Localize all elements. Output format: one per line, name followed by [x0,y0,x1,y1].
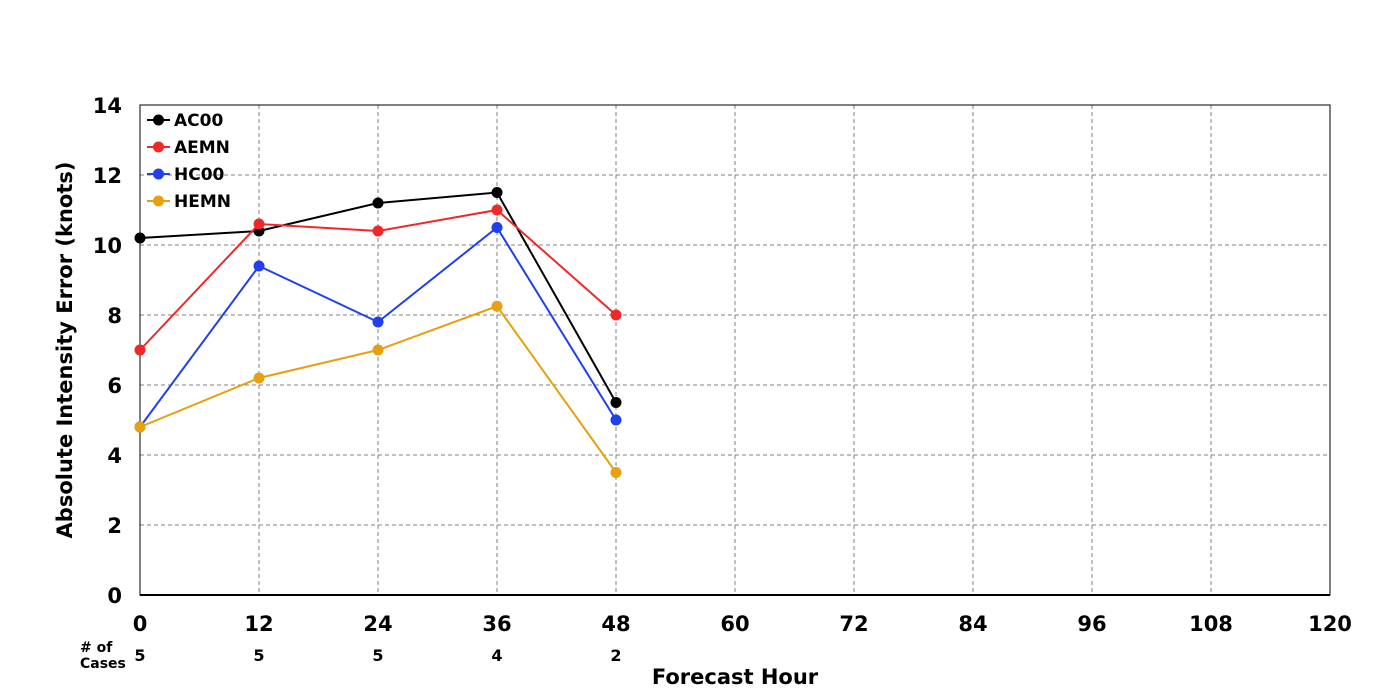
y-tick-label: 0 [107,584,122,608]
data-point-hemn [491,300,503,312]
legend-marker [153,168,164,180]
series-group [134,187,622,478]
y-tick-label: 14 [93,94,122,118]
grid-lines [140,105,1330,595]
data-point-hemn [610,467,622,478]
data-point-hemn [253,372,265,384]
y-tick-label: 10 [93,234,122,258]
x-axis-label: Forecast Hour [652,665,819,689]
x-tick-label: 120 [1308,612,1352,636]
legend-marker [153,114,164,126]
x-tick-label: 60 [720,612,749,636]
y-tick-label: 12 [93,164,122,188]
x-tick-label: 24 [363,612,392,636]
cases-value: 5 [253,646,264,665]
legend-marker [153,141,164,153]
data-point-hc00 [253,260,265,272]
y-axis-label: Absolute Intensity Error (knots) [53,162,77,539]
cases-row: # of Cases 5 5 5 4 2 [80,640,622,672]
x-tick-label: 0 [133,612,148,636]
cases-value: 5 [372,646,383,665]
data-point-ac00 [372,197,384,209]
data-point-aemn [372,225,384,237]
data-point-ac00 [134,232,146,244]
data-point-hc00 [372,316,384,328]
cases-value: 4 [491,646,502,665]
data-point-aemn [610,309,622,321]
cases-label-line2: Cases [80,656,126,672]
x-tick-label: 96 [1077,612,1106,636]
x-tick-label: 36 [482,612,511,636]
legend-label: AC00 [174,111,223,131]
data-point-hc00 [491,222,503,233]
y-tick-label: 6 [107,374,122,398]
cases-value: 2 [610,646,621,665]
y-tick-labels: 0 2 4 6 8 10 12 14 [93,94,122,608]
data-point-aemn [491,204,503,216]
x-tick-label: 84 [958,612,987,636]
x-tick-label: 48 [601,612,630,636]
cases-label-line1: # of [80,640,113,656]
legend: AC00 AEMN HC00 HEMN [147,111,231,212]
data-point-aemn [134,344,146,356]
x-tick-label: 108 [1189,612,1233,636]
data-point-hc00 [610,414,622,426]
legend-label: AEMN [174,138,230,158]
x-tick-label: 72 [839,612,868,636]
y-tick-label: 4 [107,444,122,468]
y-tick-label: 2 [107,514,122,538]
data-point-ac00 [491,187,503,198]
cases-value: 5 [134,646,145,665]
x-tick-label: 12 [244,612,273,636]
legend-label: HC00 [174,165,225,185]
data-point-ac00 [610,397,622,408]
data-point-hemn [134,421,146,433]
legend-marker [153,195,164,207]
data-point-aemn [253,218,265,230]
x-tick-labels: 0 12 24 36 48 60 72 84 96 108 120 [133,612,1352,636]
data-point-hemn [372,344,384,356]
y-tick-label: 8 [107,304,122,328]
legend-label: HEMN [174,192,231,212]
